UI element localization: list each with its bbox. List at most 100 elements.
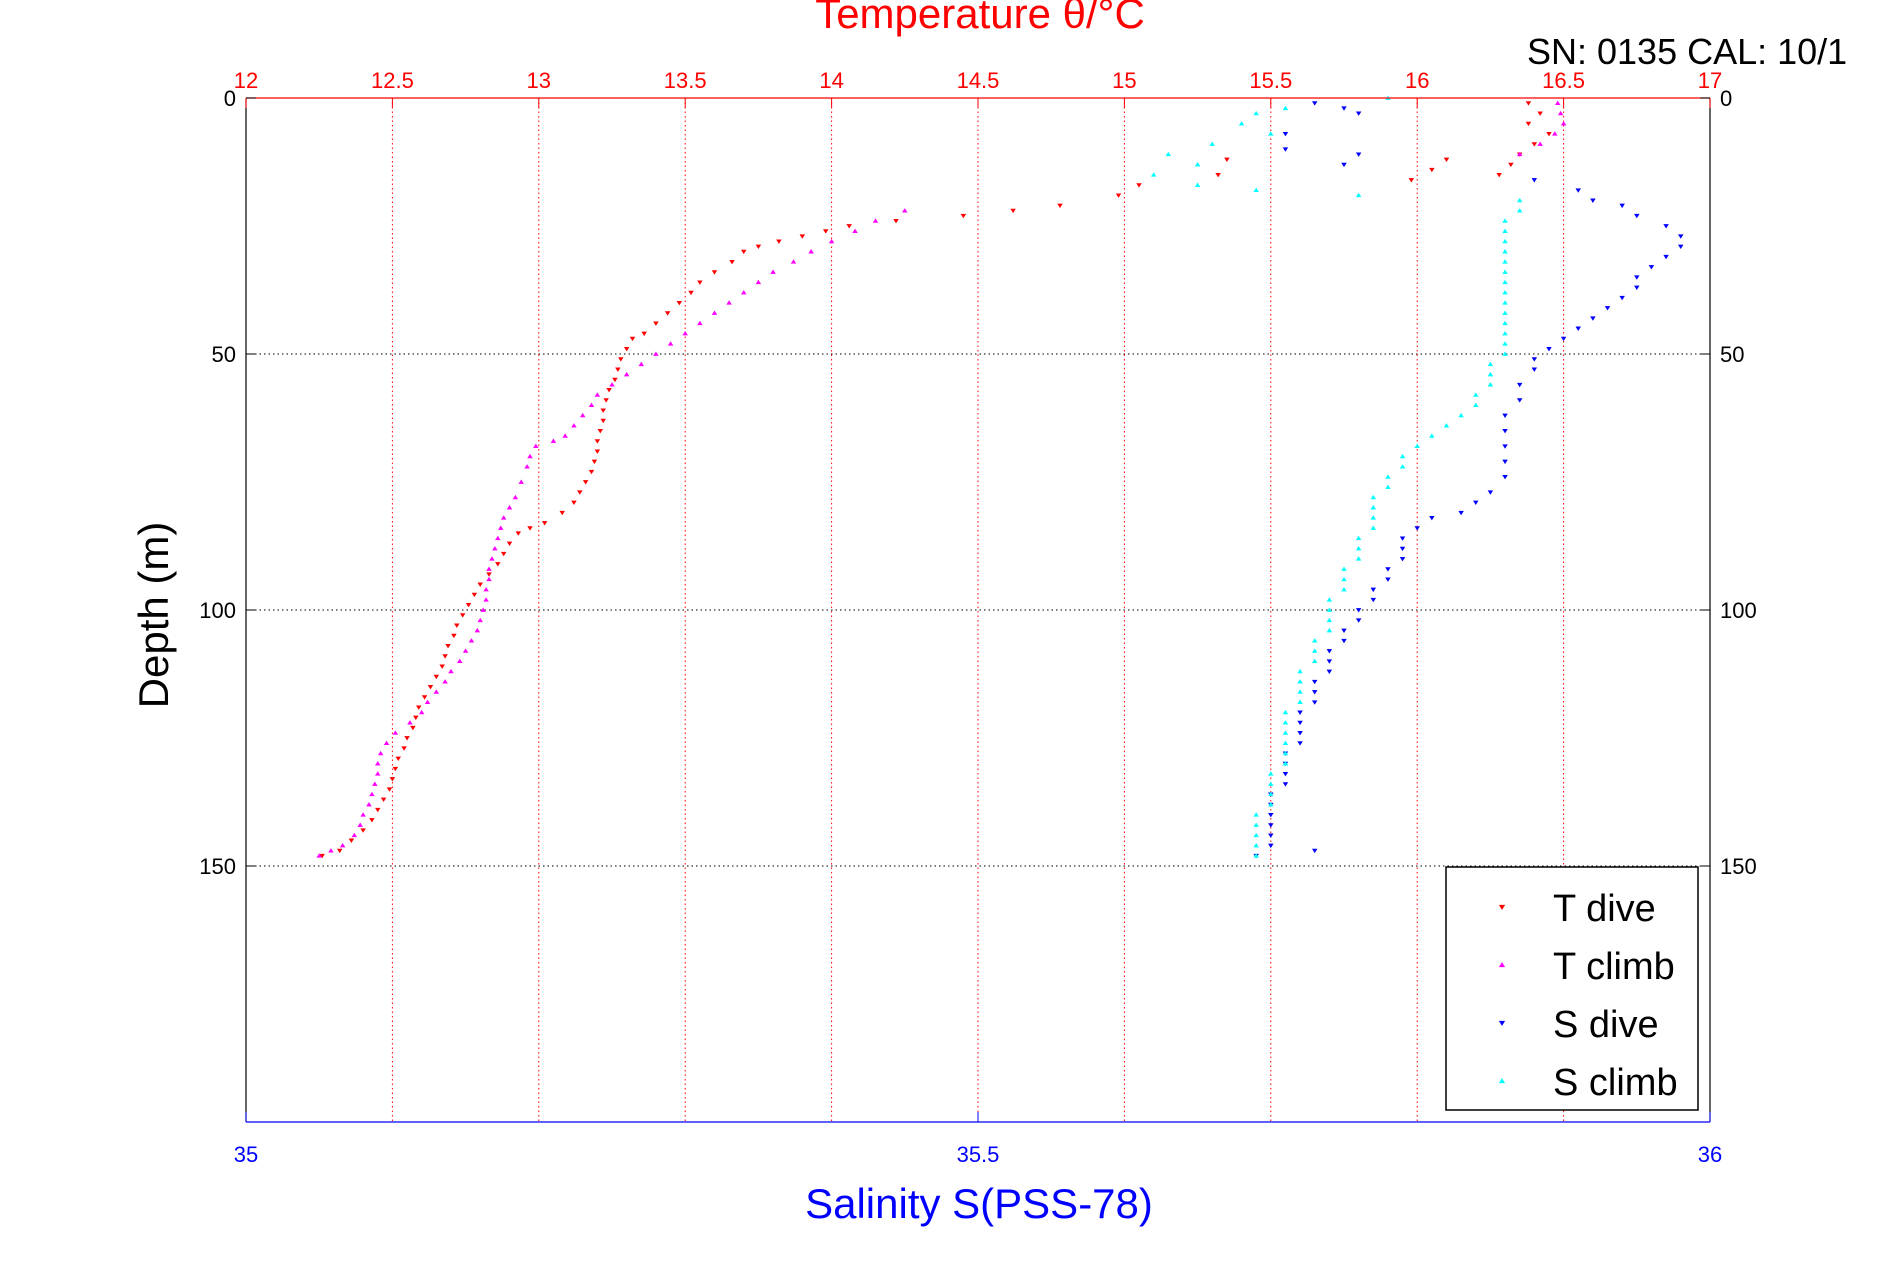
temperature-tick-label: 14 (819, 68, 843, 93)
data-point (1355, 535, 1362, 541)
data-point (1414, 443, 1420, 448)
data-point (439, 664, 445, 669)
data-point (1355, 556, 1362, 561)
data-point (445, 644, 451, 649)
data-point (1370, 515, 1377, 520)
data-point (550, 438, 557, 443)
data-point (366, 802, 372, 807)
data-point (442, 654, 448, 659)
data-point (1253, 812, 1259, 817)
data-point (1311, 848, 1318, 854)
data-point (562, 433, 568, 438)
data-point (729, 260, 735, 265)
data-point (1502, 330, 1508, 336)
data-point (1443, 157, 1450, 162)
data-point (1677, 234, 1684, 239)
data-point (594, 449, 601, 454)
data-point (1326, 597, 1333, 602)
data-point (1663, 254, 1669, 260)
data-point (433, 674, 440, 680)
data-point (1253, 832, 1259, 838)
data-point (1502, 228, 1508, 233)
data-point (1268, 781, 1274, 786)
legend-marker (1498, 904, 1506, 910)
data-point (1502, 413, 1508, 418)
data-point (588, 402, 595, 408)
data-point (1677, 244, 1684, 250)
data-point (577, 490, 583, 495)
data-point (1554, 100, 1561, 105)
data-point (480, 607, 486, 612)
data-point (1634, 275, 1640, 280)
temperature-tick-label: 12 (234, 68, 258, 93)
data-point (1531, 357, 1538, 362)
data-point (623, 347, 630, 352)
data-point (1473, 392, 1479, 397)
data-point (1399, 556, 1406, 562)
data-point (1311, 690, 1318, 695)
data-point (741, 290, 747, 295)
data-point (755, 244, 762, 250)
data-point (1663, 224, 1669, 229)
data-point (328, 848, 334, 853)
data-point (588, 469, 595, 475)
data-point (1557, 110, 1564, 116)
data-point (1385, 474, 1391, 479)
data-point (495, 535, 501, 541)
data-point (1408, 178, 1415, 183)
data-point (1487, 382, 1494, 387)
data-point (653, 351, 659, 356)
chart-title: Temperature θ/°C (815, 0, 1145, 37)
data-point (1508, 162, 1514, 168)
data-point (465, 603, 472, 608)
data-point (1282, 740, 1289, 745)
series-t-dive (319, 101, 1552, 859)
data-point (1115, 193, 1122, 198)
axis-layer: 12 12.5 13 13.5 14 14.5 15 15.5 16 16.5 17 35 35.5 36… (199, 68, 1756, 1167)
data-point (316, 853, 322, 858)
depth-tick-label-left: 150 (199, 854, 236, 879)
data-point (1282, 132, 1289, 137)
data-point (1326, 649, 1333, 654)
data-point (413, 715, 419, 721)
depth-tick-label-right: 150 (1720, 854, 1757, 879)
legend-label: T dive (1553, 888, 1656, 930)
data-point (410, 725, 416, 731)
data-point (1473, 402, 1479, 408)
salinity-tick-label: 35 (234, 1142, 258, 1167)
legend-entries: T dive T climb S dive S climb (1498, 888, 1678, 1104)
data-point (1253, 842, 1259, 848)
data-point (1297, 710, 1303, 715)
data-point (506, 505, 513, 510)
data-point (1531, 367, 1538, 372)
data-point (1238, 121, 1245, 126)
data-point (497, 525, 504, 530)
data-point (392, 730, 399, 735)
data-point (1297, 731, 1303, 736)
data-point (1355, 152, 1362, 157)
data-point (1531, 178, 1538, 183)
data-point (1399, 536, 1406, 541)
data-point (852, 228, 858, 233)
data-point (1619, 295, 1625, 301)
data-point (433, 689, 440, 694)
legend-label: S dive (1553, 1004, 1659, 1046)
data-point (623, 371, 630, 377)
data-point (1341, 566, 1347, 571)
data-point (1502, 428, 1508, 434)
data-point (1355, 618, 1362, 623)
data-point (1399, 464, 1406, 469)
data-point (1253, 822, 1259, 827)
data-point (1311, 679, 1318, 685)
data-point (1268, 843, 1274, 849)
data-point (1341, 162, 1347, 168)
data-point (1370, 587, 1377, 593)
data-point (1502, 341, 1508, 346)
data-point (1429, 516, 1435, 521)
data-point (369, 818, 375, 823)
data-point (960, 213, 967, 219)
data-point (1136, 183, 1142, 188)
data-point (1546, 132, 1552, 137)
data-point (1282, 782, 1289, 787)
data-point (1525, 121, 1532, 127)
